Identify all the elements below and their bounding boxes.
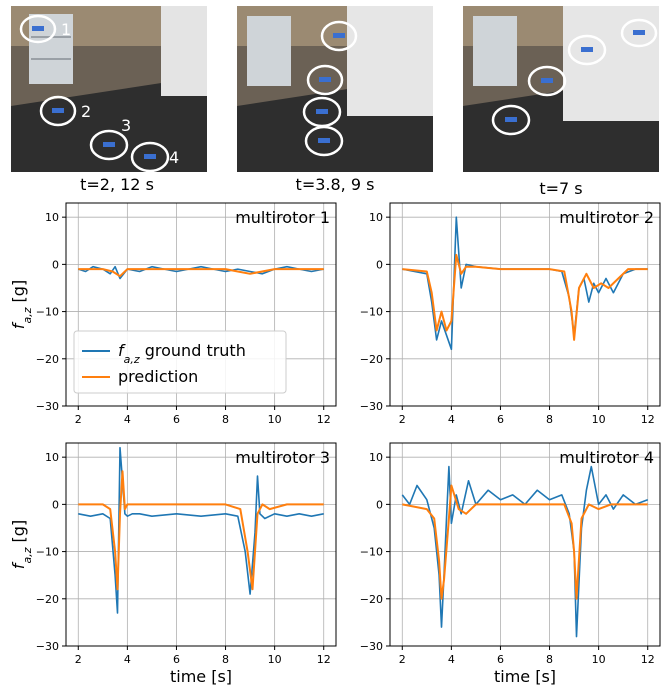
y-tick-label: −30 [36, 640, 59, 653]
x-tick-label: 12 [317, 413, 331, 426]
axes-frame [389, 442, 661, 647]
photo-panel-1: 1 2 3 4 [11, 6, 207, 172]
x-tick-label: 12 [641, 413, 655, 426]
legend-entry-label: fa,z ground truth [118, 341, 246, 366]
x-tick-label: 2 [75, 653, 82, 666]
series-line-prediction [78, 470, 324, 591]
chart-title: multirotor 3 [235, 448, 330, 467]
x-tick-label: 8 [222, 413, 229, 426]
chart-title: multirotor 4 [559, 448, 654, 467]
series-line-ground-truth [402, 216, 648, 351]
chart-panel-1: 2 4 6 8 10 12 10 0 −10 −20 −30 multirotor 1 fa,z [g]… [9, 202, 337, 426]
chart-panel-3: 2 4 6 8 10 12 10 0 −10 −20 −30 multirotor 3 fa,z [g]… [9, 442, 337, 686]
series-line-ground-truth [78, 446, 324, 614]
photo-scene-2 [237, 6, 433, 172]
legend-entry-label: prediction [118, 367, 198, 386]
y-tick-label: −10 [360, 306, 383, 319]
marker-label-1: 1 [61, 20, 71, 39]
x-tick-label: 2 [399, 413, 406, 426]
y-tick-label: 0 [52, 498, 59, 511]
x-tick-label: 12 [317, 653, 331, 666]
series-line-ground-truth [401, 465, 648, 638]
y-axis-label: fa,z [g] [9, 520, 34, 569]
x-tick-label: 4 [124, 413, 131, 426]
chart-panel-4: 2 4 6 8 10 12 10 0 −10 −20 −30 multirotor 4 time [s] [360, 442, 661, 686]
x-tick-label: 12 [641, 653, 655, 666]
photo-caption-3: t=7 s [539, 179, 583, 198]
x-tick-label: 8 [546, 653, 553, 666]
series-line-prediction [402, 253, 648, 341]
y-tick-label: −10 [36, 306, 59, 319]
x-tick-label: 6 [497, 653, 504, 666]
y-tick-label: 0 [376, 498, 383, 511]
x-tick-label: 2 [399, 653, 406, 666]
chart-title: multirotor 1 [235, 208, 330, 227]
y-tick-label: 10 [369, 451, 383, 464]
axes-frame [389, 202, 661, 407]
x-tick-label: 6 [497, 413, 504, 426]
legend-box [73, 330, 287, 394]
axes-frame [65, 202, 337, 407]
x-tick-label: 10 [592, 413, 606, 426]
y-tick-label: −30 [360, 640, 383, 653]
series-line-prediction [78, 268, 324, 278]
x-tick-label: 4 [448, 653, 455, 666]
x-tick-label: 4 [448, 413, 455, 426]
x-tick-label: 2 [75, 413, 82, 426]
photo-scene-3 [463, 6, 659, 172]
y-tick-label: 10 [45, 451, 59, 464]
photo-caption-2: t=3.8, 9 s [295, 175, 375, 194]
x-axis-label: time [s] [494, 667, 556, 686]
x-tick-label: 10 [268, 653, 282, 666]
y-tick-label: −10 [36, 546, 59, 559]
y-tick-label: −20 [36, 353, 59, 366]
photo-panel-2 [237, 6, 433, 172]
y-tick-label: −20 [360, 353, 383, 366]
y-tick-label: −20 [360, 593, 383, 606]
marker-label-2: 2 [81, 102, 91, 121]
x-tick-label: 8 [222, 653, 229, 666]
x-tick-label: 8 [546, 413, 553, 426]
x-tick-label: 6 [173, 413, 180, 426]
y-tick-label: 0 [376, 258, 383, 271]
photo-scene-1: 1 2 3 4 [11, 6, 207, 172]
photo-panel-3 [463, 6, 659, 172]
y-tick-label: −30 [36, 400, 59, 413]
y-axis-label: fa,z [g] [9, 280, 34, 329]
x-tick-label: 10 [268, 413, 282, 426]
x-tick-label: 10 [592, 653, 606, 666]
y-tick-label: −30 [360, 400, 383, 413]
chart-title: multirotor 2 [559, 208, 654, 227]
photo-caption-1: t=2, 12 s [80, 175, 154, 194]
y-tick-label: 10 [369, 211, 383, 224]
axes-frame [65, 442, 337, 647]
x-tick-label: 6 [173, 653, 180, 666]
y-tick-label: −10 [360, 546, 383, 559]
y-tick-label: −20 [36, 593, 59, 606]
marker-label-4: 4 [169, 148, 179, 167]
series-line-prediction [402, 484, 648, 600]
chart-panel-2: 2 4 6 8 10 12 10 0 −10 −20 −30 multirotor 2 [360, 202, 661, 426]
y-tick-label: 0 [52, 258, 59, 271]
marker-label-3: 3 [121, 116, 131, 135]
x-axis-label: time [s] [170, 667, 232, 686]
y-tick-label: 10 [45, 211, 59, 224]
x-tick-label: 4 [124, 653, 131, 666]
